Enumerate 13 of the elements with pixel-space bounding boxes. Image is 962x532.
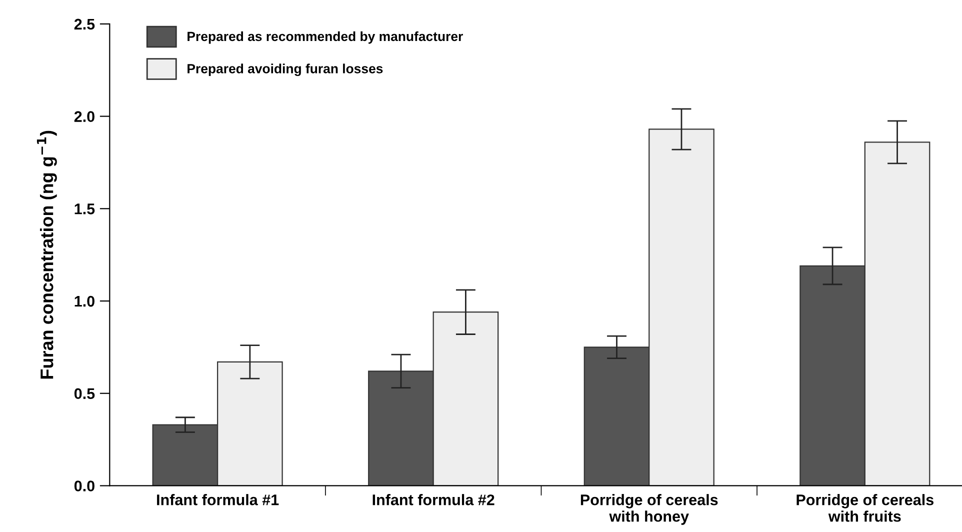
x-tick-label: Porridge of cereals with honey xyxy=(580,494,718,525)
y-tick-label: 2.5 xyxy=(74,18,95,30)
y-tick-label: 1.5 xyxy=(74,204,95,214)
y-tick-label: 0.0 xyxy=(74,480,94,492)
legend-label: Prepared as recommended by manufacturer xyxy=(188,31,463,44)
y-axis-title: Furan concentration (ng g$^{−1}$) xyxy=(36,130,57,379)
x-tick-label: Infant formula #1 xyxy=(157,494,279,506)
x-tick-label: Infant formula #2 xyxy=(372,494,494,506)
y-tick-label: 1.0 xyxy=(74,296,94,307)
y-tick-label: 0.5 xyxy=(74,388,95,400)
legend-label: Prepared avoiding furan losses xyxy=(188,64,383,76)
y-tick-label: 2.0 xyxy=(74,111,94,122)
x-tick-label: Porridge of cereals with fruits xyxy=(796,494,934,522)
